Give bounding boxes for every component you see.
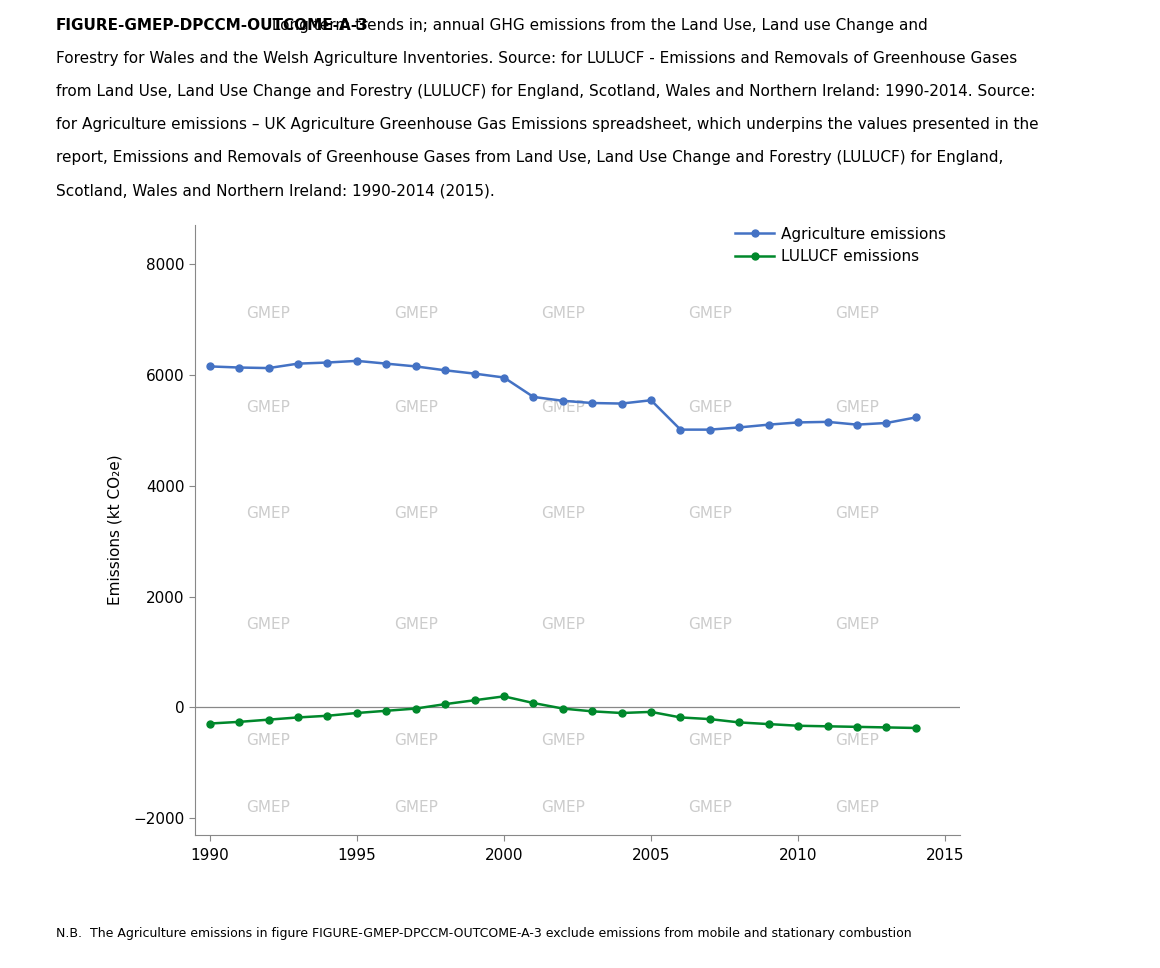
Agriculture emissions: [408, 361, 422, 373]
Text: GMEP: GMEP: [688, 733, 732, 748]
Agriculture emissions: [703, 424, 717, 436]
LULUCF emissions: [820, 720, 834, 732]
Text: FIGURE-GMEP-DPCCM-OUTCOME-A-3: FIGURE-GMEP-DPCCM-OUTCOME-A-3: [56, 18, 369, 33]
LULUCF emissions: [674, 711, 688, 723]
Agriculture emissions: [232, 362, 246, 374]
LULUCF emissions: [203, 717, 217, 729]
Text: GMEP: GMEP: [247, 401, 290, 415]
LULUCF emissions: [762, 718, 776, 730]
LULUCF emissions: [350, 708, 364, 719]
Text: GMEP: GMEP: [393, 733, 437, 748]
Agriculture emissions: [379, 358, 393, 370]
LULUCF emissions: [879, 721, 893, 733]
Text: GMEP: GMEP: [688, 506, 732, 521]
Agriculture emissions: [879, 417, 893, 429]
Text: GMEP: GMEP: [835, 306, 879, 321]
LULUCF emissions: [644, 706, 658, 717]
Agriculture emissions: [467, 368, 481, 379]
Text: GMEP: GMEP: [688, 617, 732, 632]
Text: Scotland, Wales and Northern Ireland: 1990-2014 (2015).: Scotland, Wales and Northern Ireland: 19…: [56, 183, 494, 198]
Text: GMEP: GMEP: [541, 617, 585, 632]
Agriculture emissions: [262, 362, 276, 374]
Text: GMEP: GMEP: [541, 506, 585, 521]
Text: Long term trends in; annual GHG emissions from the Land Use, Land use Change and: Long term trends in; annual GHG emission…: [267, 18, 928, 33]
LULUCF emissions: [850, 721, 864, 733]
LULUCF emissions: [703, 713, 717, 725]
LULUCF emissions: [909, 722, 923, 734]
Text: GMEP: GMEP: [393, 506, 437, 521]
LULUCF emissions: [527, 697, 541, 709]
Text: from Land Use, Land Use Change and Forestry (LULUCF) for England, Scotland, Wale: from Land Use, Land Use Change and Fores…: [56, 84, 1035, 99]
Agriculture emissions: [350, 355, 364, 367]
Legend: Agriculture emissions, LULUCF emissions: Agriculture emissions, LULUCF emissions: [730, 221, 952, 270]
Text: GMEP: GMEP: [541, 401, 585, 415]
Text: GMEP: GMEP: [247, 306, 290, 321]
Text: GMEP: GMEP: [393, 401, 437, 415]
Text: GMEP: GMEP: [247, 617, 290, 632]
LULUCF emissions: [408, 703, 422, 714]
Agriculture emissions: [762, 419, 776, 431]
Text: FIGURE-GMEP-DPCCM-OUTCOME-A-3 Long term trends in; annual GHG emissions from the: FIGURE-GMEP-DPCCM-OUTCOME-A-3 Long term …: [56, 18, 996, 33]
Text: GMEP: GMEP: [247, 733, 290, 748]
Agriculture emissions: [820, 416, 834, 428]
Y-axis label: Emissions (kt CO₂e): Emissions (kt CO₂e): [107, 455, 122, 605]
Agriculture emissions: [615, 398, 629, 409]
Agriculture emissions: [291, 358, 305, 370]
Text: report, Emissions and Removals of Greenhouse Gases from Land Use, Land Use Chang: report, Emissions and Removals of Greenh…: [56, 150, 1003, 165]
LULUCF emissions: [291, 711, 305, 723]
LULUCF emissions: [732, 716, 746, 728]
Line: LULUCF emissions: LULUCF emissions: [206, 693, 920, 732]
LULUCF emissions: [320, 710, 334, 721]
Line: Agriculture emissions: Agriculture emissions: [206, 357, 920, 433]
LULUCF emissions: [232, 716, 246, 728]
Text: GMEP: GMEP: [393, 800, 437, 815]
Agriculture emissions: [732, 422, 746, 434]
Text: GMEP: GMEP: [393, 617, 437, 632]
Agriculture emissions: [527, 391, 541, 403]
Text: GMEP: GMEP: [688, 401, 732, 415]
LULUCF emissions: [467, 694, 481, 706]
Text: GMEP: GMEP: [247, 800, 290, 815]
Agriculture emissions: [438, 365, 452, 377]
Agriculture emissions: [320, 357, 334, 369]
Text: GMEP: GMEP: [688, 306, 732, 321]
Text: GMEP: GMEP: [393, 306, 437, 321]
Agriculture emissions: [909, 411, 923, 423]
Text: GMEP: GMEP: [688, 800, 732, 815]
LULUCF emissions: [615, 708, 629, 719]
Agriculture emissions: [791, 416, 805, 428]
Text: GMEP: GMEP: [835, 617, 879, 632]
Text: GMEP: GMEP: [835, 733, 879, 748]
LULUCF emissions: [438, 698, 452, 710]
LULUCF emissions: [262, 713, 276, 725]
Agriculture emissions: [674, 424, 688, 436]
Agriculture emissions: [850, 419, 864, 431]
Text: GMEP: GMEP: [541, 306, 585, 321]
Text: GMEP: GMEP: [835, 506, 879, 521]
Text: GMEP: GMEP: [835, 800, 879, 815]
LULUCF emissions: [586, 706, 600, 717]
LULUCF emissions: [556, 703, 570, 714]
Text: GMEP: GMEP: [541, 800, 585, 815]
LULUCF emissions: [379, 705, 393, 716]
Text: GMEP: GMEP: [541, 733, 585, 748]
Agriculture emissions: [203, 361, 217, 373]
LULUCF emissions: [791, 720, 805, 732]
Text: N.B.  The Agriculture emissions in figure FIGURE-GMEP-DPCCM-OUTCOME-A-3 exclude : N.B. The Agriculture emissions in figure…: [56, 927, 912, 940]
Text: GMEP: GMEP: [247, 506, 290, 521]
Text: for Agriculture emissions – UK Agriculture Greenhouse Gas Emissions spreadsheet,: for Agriculture emissions – UK Agricultu…: [56, 117, 1038, 132]
Agriculture emissions: [556, 395, 570, 407]
Agriculture emissions: [586, 397, 600, 408]
Agriculture emissions: [644, 394, 658, 406]
Text: Forestry for Wales and the Welsh Agriculture Inventories. Source: for LULUCF - E: Forestry for Wales and the Welsh Agricul…: [56, 51, 1017, 66]
Text: GMEP: GMEP: [835, 401, 879, 415]
Agriculture emissions: [496, 372, 510, 383]
LULUCF emissions: [496, 690, 510, 702]
